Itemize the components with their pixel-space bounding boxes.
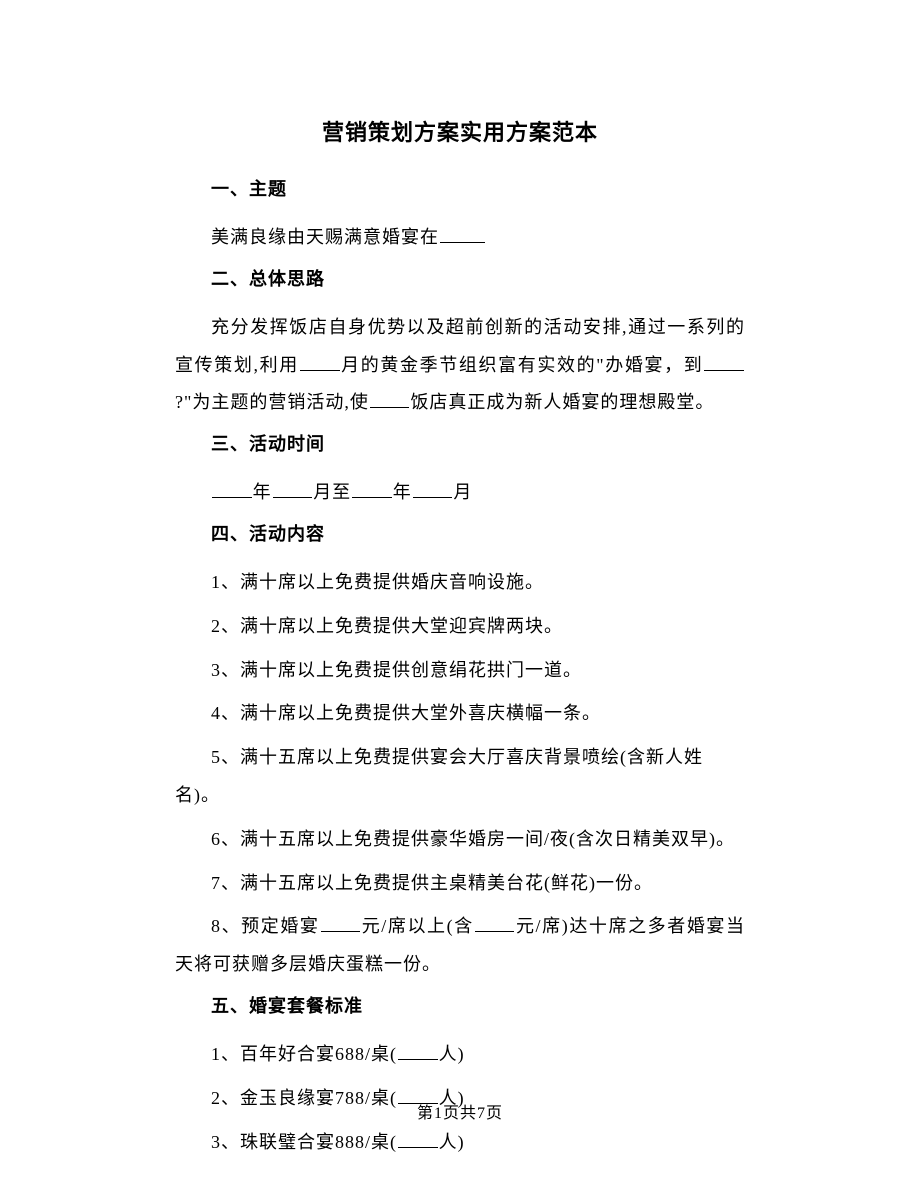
document-title: 营销策划方案实用方案范本 bbox=[175, 115, 745, 147]
section-2-heading: 二、总体思路 bbox=[175, 265, 745, 291]
text-fragment: 1、百年好合宴688/桌( bbox=[211, 1044, 397, 1064]
text-fragment: 美满良缘由天赐满意婚宴在 bbox=[211, 227, 439, 247]
blank-field bbox=[370, 390, 410, 408]
text-fragment: 3、珠联璧合宴888/桌( bbox=[211, 1132, 397, 1152]
text-fragment: 月的黄金季节组织富有实效的"办婚宴，到 bbox=[341, 355, 704, 375]
text-fragment: 月 bbox=[453, 482, 472, 502]
text-fragment: 年 bbox=[393, 482, 412, 502]
text-fragment: ?"为主题的营销活动,使 bbox=[175, 392, 369, 412]
list-item: 1、百年好合宴688/桌( 人) bbox=[175, 1036, 745, 1074]
text-fragment: 人) bbox=[439, 1044, 465, 1064]
list-item: 6、满十五席以上免费提供豪华婚房一间/夜(含次日精美双早)。 bbox=[175, 821, 745, 859]
blank-field bbox=[300, 353, 340, 371]
text-fragment: 人) bbox=[439, 1132, 465, 1152]
blank-field bbox=[398, 1130, 438, 1148]
list-item: 4、满十席以上免费提供大堂外喜庆横幅一条。 bbox=[175, 695, 745, 733]
blank-field bbox=[704, 353, 744, 371]
section-1-heading: 一、主题 bbox=[175, 175, 745, 201]
blank-field bbox=[398, 1042, 438, 1060]
blank-field bbox=[413, 480, 453, 498]
section-1-paragraph: 美满良缘由天赐满意婚宴在 bbox=[175, 219, 745, 257]
list-item: 3、珠联璧合宴888/桌( 人) bbox=[175, 1124, 745, 1162]
blank-field bbox=[212, 480, 252, 498]
section-5-heading: 五、婚宴套餐标准 bbox=[175, 992, 745, 1018]
text-fragment: 元/席以上(含 bbox=[361, 916, 474, 936]
list-item: 8、预定婚宴元/席以上(含元/席)达十席之多者婚宴当天将可获赠多层婚庆蛋糕一份。 bbox=[175, 908, 745, 984]
list-item: 5、满十五席以上免费提供宴会大厅喜庆背景喷绘(含新人姓名)。 bbox=[175, 739, 745, 815]
text-fragment: 月至 bbox=[313, 482, 351, 502]
section-3-paragraph: 年 月至 年 月 bbox=[175, 474, 745, 512]
text-fragment: 饭店真正成为新人婚宴的理想殿堂。 bbox=[410, 392, 714, 412]
section-2-paragraph: 充分发挥饭店自身优势以及超前创新的活动安排,通过一系列的宣传策划,利用月的黄金季… bbox=[175, 309, 745, 422]
list-item: 2、满十席以上免费提供大堂迎宾牌两块。 bbox=[175, 608, 745, 646]
section-3-heading: 三、活动时间 bbox=[175, 430, 745, 456]
list-item: 1、满十席以上免费提供婚庆音响设施。 bbox=[175, 564, 745, 602]
list-item: 3、满十席以上免费提供创意绢花拱门一道。 bbox=[175, 652, 745, 690]
blank-field bbox=[440, 225, 485, 243]
blank-field bbox=[352, 480, 392, 498]
text-fragment: 8、预定婚宴 bbox=[211, 916, 320, 936]
page-footer: 第1页共7页 bbox=[0, 1099, 920, 1123]
list-item: 7、满十五席以上免费提供主桌精美台花(鲜花)一份。 bbox=[175, 865, 745, 903]
blank-field bbox=[321, 914, 361, 932]
blank-field bbox=[475, 914, 515, 932]
text-fragment: 年 bbox=[253, 482, 272, 502]
blank-field bbox=[273, 480, 313, 498]
section-4-heading: 四、活动内容 bbox=[175, 520, 745, 546]
page-content: 营销策划方案实用方案范本 一、主题 美满良缘由天赐满意婚宴在 二、总体思路 充分… bbox=[0, 0, 920, 1161]
